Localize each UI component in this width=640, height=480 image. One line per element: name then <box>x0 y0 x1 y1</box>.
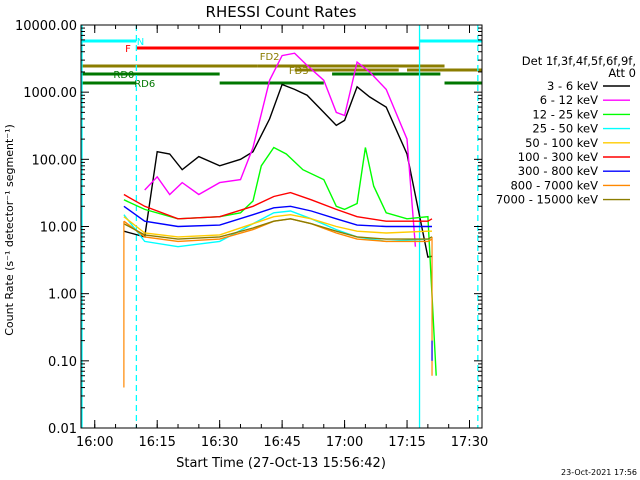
legend-label: 50 - 100 keV <box>525 136 598 150</box>
series-line <box>123 146 437 376</box>
x-axis-label: Start Time (27-Oct-13 15:56:42) <box>176 456 386 471</box>
legend-label: 800 - 7000 keV <box>510 178 598 192</box>
legend-label: 100 - 300 keV <box>518 150 598 164</box>
x-ticks: 16:00 16:15 16:30 16:45 17:00 17:15 17:30 <box>76 25 488 450</box>
x-tick-label: 17:15 <box>388 435 425 450</box>
y-tick-label: 0.10 <box>48 355 77 370</box>
y-tick-label: 10000.00 <box>15 19 77 34</box>
date-stamp: 23-Oct-2021 17:56 <box>561 468 637 477</box>
state-bar-label: N <box>137 37 144 48</box>
state-bar-label: FD3 <box>289 66 309 77</box>
x-tick-label: 17:00 <box>326 435 363 450</box>
y-tick-label: 0.01 <box>48 422 77 437</box>
x-tick-label: 16:00 <box>76 435 113 450</box>
x-tick-label: 16:30 <box>201 435 238 450</box>
legend-label: 25 - 50 keV <box>532 122 598 136</box>
y-ticks: 10000.00 1000.00 100.00 10.00 1.00 0.10 0.01 <box>15 19 482 437</box>
series-line <box>123 218 433 240</box>
chart-title: RHESSI Count Rates <box>206 3 357 21</box>
series-line <box>123 191 433 222</box>
y-tick-label: 1000.00 <box>23 86 77 101</box>
y-axis-label: Count Rate (s⁻¹ detector⁻¹ segment⁻¹) <box>3 124 16 336</box>
legend-label: 12 - 25 keV <box>532 107 598 121</box>
x-tick-label: 16:15 <box>138 435 175 450</box>
series-line <box>123 205 432 228</box>
x-tick-label: 17:30 <box>451 435 488 450</box>
legend-label: 300 - 800 keV <box>518 164 598 178</box>
series-line <box>144 52 417 247</box>
series-lines <box>123 52 437 388</box>
y-tick-label: 100.00 <box>32 153 78 168</box>
state-bar-label: RD0 <box>113 70 134 81</box>
series-line <box>123 83 433 258</box>
y-tick-label: 10.00 <box>40 221 77 236</box>
legend-label: 3 - 6 keV <box>547 79 598 93</box>
x-tick-label: 16:45 <box>263 435 300 450</box>
legend-header: Det 1f,3f,4f,5f,6f,9f, <box>522 54 636 68</box>
state-bar-label: RD6 <box>134 79 155 90</box>
series-line <box>123 213 432 238</box>
legend-label: 6 - 12 keV <box>540 93 598 107</box>
y-tick-label: 1.00 <box>48 288 77 303</box>
legend-label: 7000 - 15000 keV <box>496 193 598 207</box>
state-bar-label: F <box>125 44 131 55</box>
state-bar-label: FD2 <box>260 52 280 63</box>
legend-header: Att 0 <box>608 66 636 80</box>
